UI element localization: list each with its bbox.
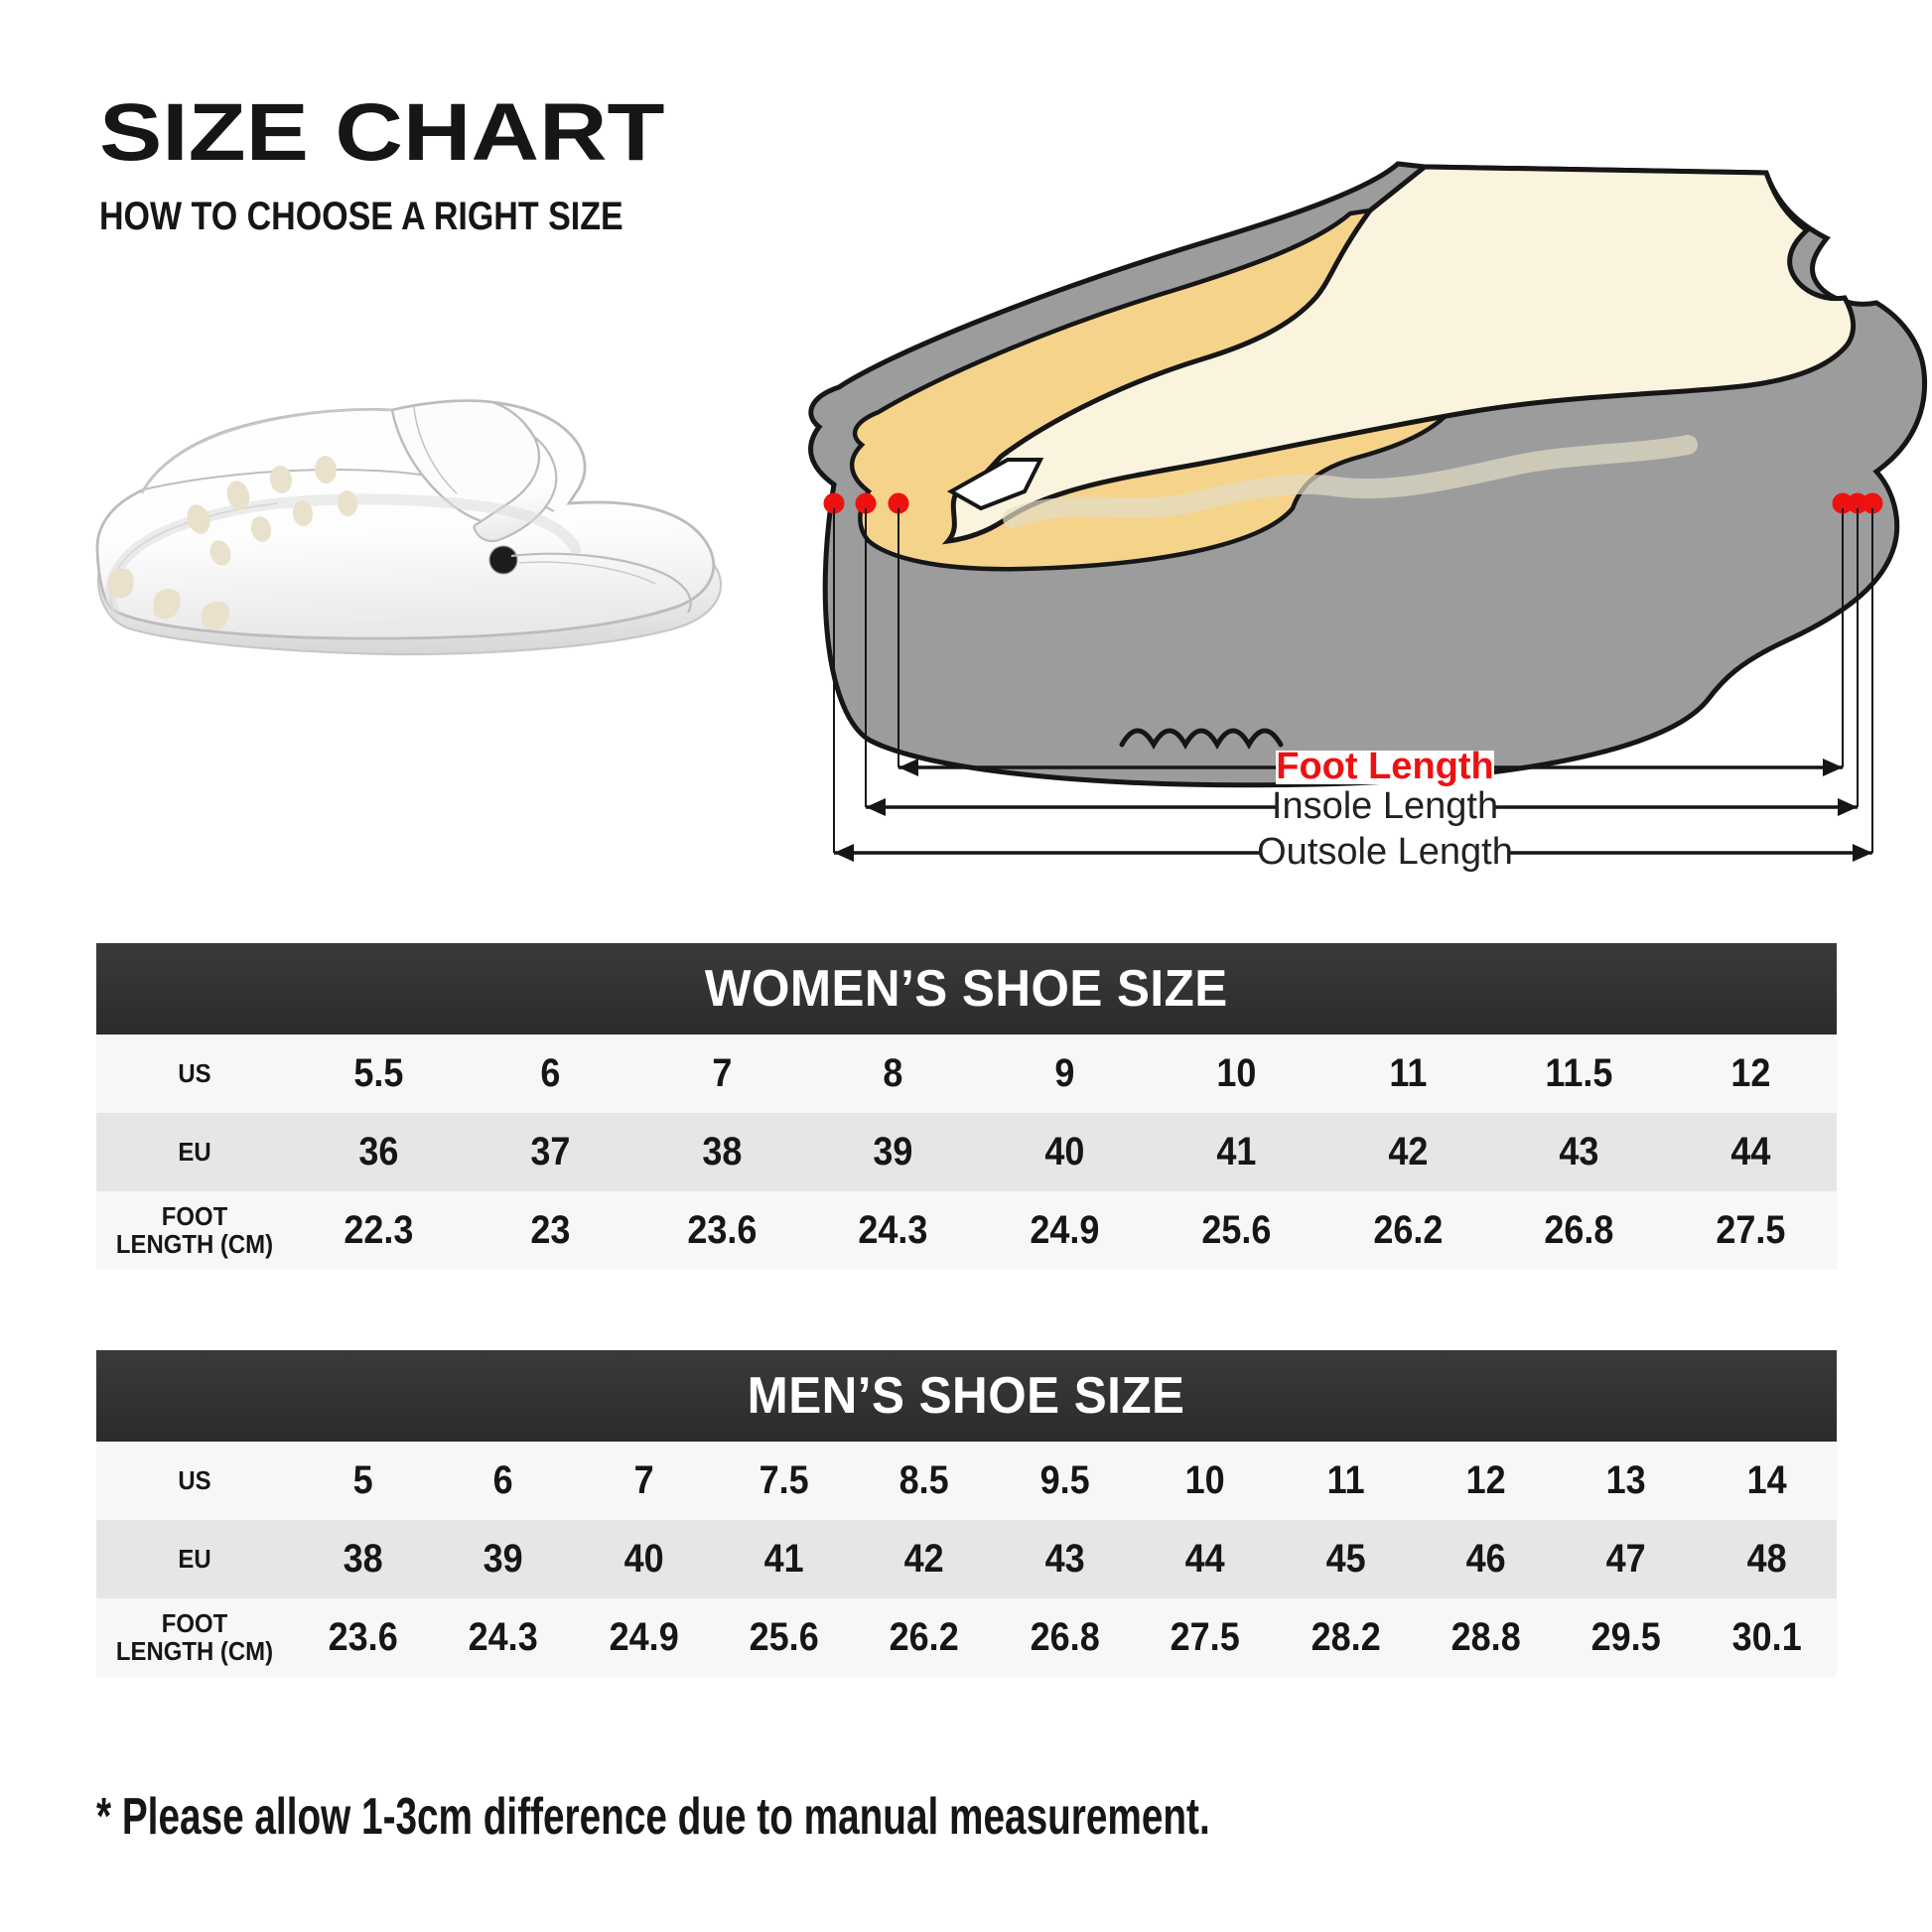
svg-text:Insole Length: Insole Length xyxy=(1272,785,1498,827)
svg-text:Foot Length: Foot Length xyxy=(1276,746,1493,787)
svg-text:Outsole Length: Outsole Length xyxy=(1257,831,1513,873)
